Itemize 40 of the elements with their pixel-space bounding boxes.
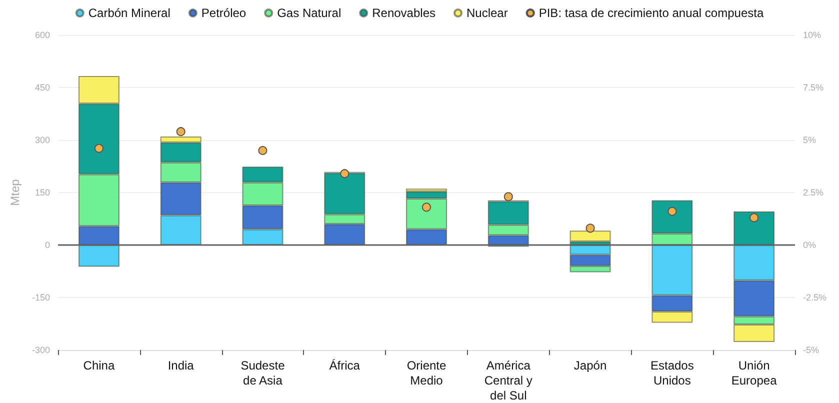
legend-label: Gas Natural: [277, 6, 342, 20]
x-tick-label: China: [83, 358, 115, 372]
y2-tick-label: -2.5%: [803, 292, 827, 302]
y2-tick-label: 7.5%: [803, 82, 824, 92]
y-tick-label: -300: [32, 345, 50, 355]
point: [258, 146, 268, 155]
y-tick-label: 300: [34, 135, 50, 145]
x-tick-label: Japón: [574, 358, 607, 372]
x-tick-label: Unión Europea: [731, 358, 778, 388]
point: [668, 206, 677, 216]
y-tick-label: 600: [34, 30, 50, 40]
y2-tick-label: 0%: [803, 240, 816, 250]
x-tick-label: Oriente Medio: [406, 358, 446, 388]
y-axis-title: Mtep: [8, 178, 22, 206]
x-tick-label: África: [329, 358, 360, 372]
x-tick-label: América Central y del Sul: [484, 358, 532, 402]
legend-label: Nuclear: [466, 6, 508, 20]
y2-tick-label: -5%: [803, 345, 820, 355]
point: [422, 202, 431, 212]
y-tick-label: -150: [32, 292, 50, 302]
y-tick-label: 150: [34, 188, 50, 198]
legend-label: Renovables: [372, 6, 436, 20]
y-tick-label: 0: [44, 240, 50, 250]
point: [504, 192, 513, 202]
x-tick-label: India: [168, 358, 194, 372]
legend-label: Carbón Mineral: [88, 6, 170, 20]
y2-tick-label: 2.5%: [803, 188, 824, 198]
legend-label: Petróleo: [201, 6, 246, 20]
x-tick-label: Estados Unidos: [650, 358, 694, 388]
y2-tick-label: 10%: [803, 30, 822, 40]
y-tick-label: 450: [34, 82, 50, 92]
bar: [570, 230, 611, 242]
point: [586, 224, 595, 233]
y2-tick-label: 5%: [803, 135, 816, 145]
point: [176, 127, 186, 136]
point: [340, 169, 350, 178]
point: [94, 144, 104, 153]
legend-label: PIB: tasa de crecimiento anual compuesta: [538, 6, 764, 20]
x-tick-label: Sudeste de Asia: [240, 358, 286, 388]
point: [750, 213, 759, 222]
